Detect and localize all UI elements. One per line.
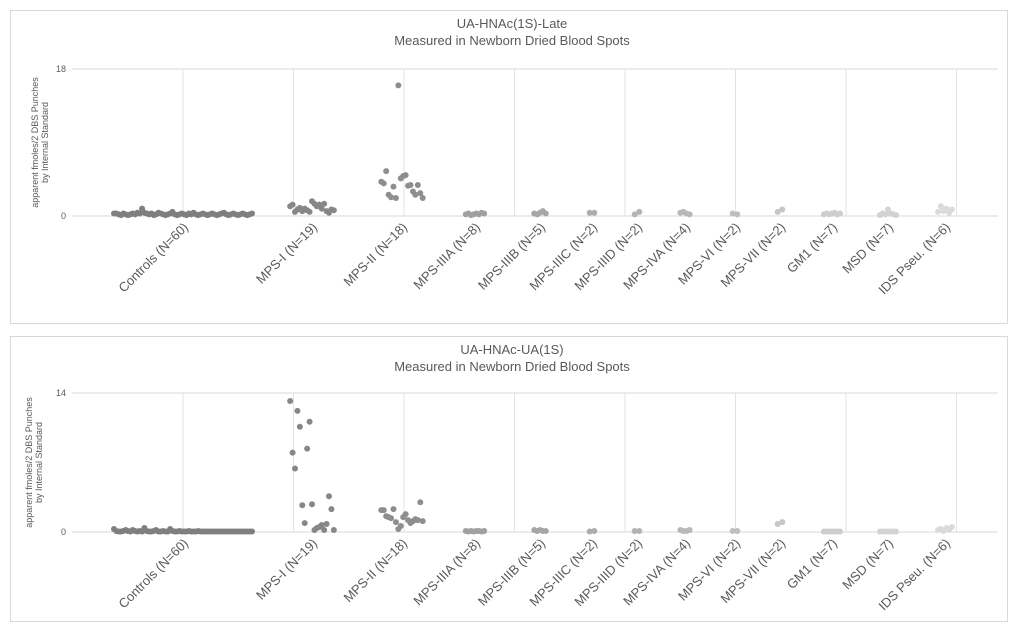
data-point [395, 82, 402, 89]
y-axis-label: apparent fmoles/2 DBS Punches [30, 77, 40, 208]
data-point [383, 168, 390, 175]
data-point [321, 200, 328, 207]
data-point [779, 206, 786, 213]
y-axis-label: by Internal Standard [34, 422, 44, 503]
data-point [414, 181, 421, 188]
data-point [330, 207, 337, 214]
data-point [542, 210, 549, 217]
data-point [591, 528, 598, 535]
data-point [301, 520, 308, 527]
data-point [380, 507, 387, 514]
y-tick-label: 0 [61, 527, 66, 537]
chart-title: UA-HNAc(1S)-Late [457, 16, 568, 31]
data-point [893, 528, 900, 535]
data-point [299, 502, 306, 509]
data-point [591, 209, 598, 216]
data-point [321, 527, 328, 534]
data-point [330, 527, 337, 534]
y-axis-label: by Internal Standard [40, 102, 50, 183]
data-point [412, 191, 419, 198]
data-point [292, 465, 299, 472]
data-point [323, 521, 330, 528]
data-point [631, 528, 638, 535]
data-point [306, 208, 313, 215]
data-point [774, 208, 781, 215]
data-point [542, 528, 549, 535]
data-point [289, 201, 296, 208]
data-point [729, 210, 736, 217]
data-point [686, 211, 693, 218]
data-point [306, 418, 313, 425]
data-point [249, 528, 255, 535]
data-point [309, 501, 315, 508]
data-point [481, 210, 488, 217]
data-point [882, 211, 889, 218]
data-point [937, 203, 944, 210]
data-point [419, 195, 426, 202]
data-point [481, 528, 488, 535]
data-point [734, 211, 741, 218]
data-point [636, 208, 643, 215]
data-point [294, 407, 301, 414]
data-point [414, 517, 421, 524]
data-point [325, 493, 332, 500]
data-point [392, 195, 399, 202]
y-tick-label: 0 [61, 211, 66, 221]
chart-title: UA-HNAc-UA(1S) [460, 342, 563, 357]
data-point [419, 518, 426, 525]
data-point [296, 423, 303, 430]
data-point [837, 210, 844, 217]
data-point [586, 209, 593, 216]
chart-subtitle: Measured in Newborn Dried Blood Spots [394, 33, 630, 48]
data-point [304, 445, 311, 452]
y-tick-label: 18 [56, 64, 66, 74]
data-point [935, 208, 942, 215]
data-point [402, 172, 409, 179]
data-point [734, 528, 741, 535]
data-point [631, 211, 638, 218]
data-point [287, 397, 294, 404]
data-point [686, 527, 693, 534]
data-point [318, 522, 325, 529]
data-point [586, 528, 593, 535]
data-point [636, 528, 643, 535]
data-point [417, 499, 424, 506]
panel-frame [10, 336, 1008, 622]
data-point [893, 212, 900, 219]
data-point [388, 194, 395, 201]
data-point [289, 449, 296, 456]
y-axis-label: apparent fmoles/2 DBS Punches [24, 397, 34, 528]
chart-subtitle: Measured in Newborn Dried Blood Spots [394, 359, 630, 374]
data-point [380, 180, 387, 187]
data-point [402, 511, 409, 518]
data-point [729, 528, 736, 535]
data-point [397, 523, 404, 530]
panel-frame [10, 10, 1008, 324]
data-point [249, 210, 255, 217]
data-point [390, 183, 397, 190]
data-point [837, 528, 844, 535]
data-point [407, 181, 414, 188]
data-point [417, 190, 424, 197]
data-point [392, 519, 399, 526]
data-point [328, 506, 335, 513]
data-point [948, 206, 955, 213]
data-point [388, 515, 395, 522]
data-point [948, 524, 955, 531]
y-tick-label: 14 [56, 388, 66, 398]
data-point [318, 205, 325, 212]
data-point [136, 210, 143, 217]
data-point [774, 521, 781, 528]
data-point [390, 506, 397, 513]
data-point [779, 519, 786, 526]
